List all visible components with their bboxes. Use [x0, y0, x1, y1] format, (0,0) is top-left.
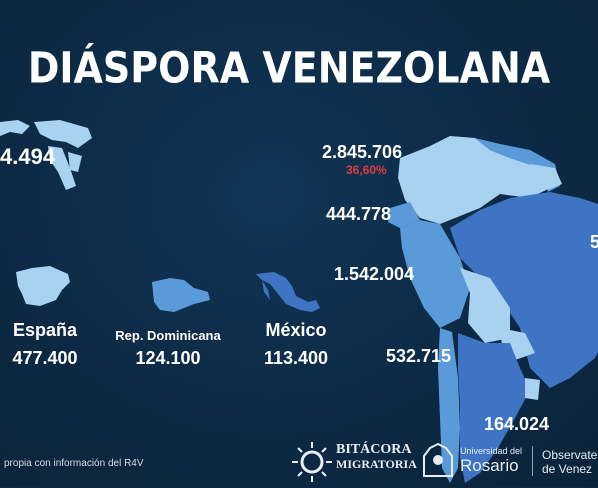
bitacora-logo-icon [292, 442, 332, 482]
country-value-mexico: 113.400 [263, 348, 329, 368]
world-map-icon [0, 120, 92, 190]
argentina-value: 164.024 [484, 414, 550, 434]
bitacora-logo-line2: MIGRATORIA [336, 457, 417, 471]
peru-value: 1.542.004 [334, 264, 415, 284]
south-america-map-icon [388, 136, 598, 483]
country-value-dominican-republic: 124.100 [135, 348, 201, 368]
dominican-republic-map-icon [152, 278, 210, 312]
country-name-dominican-republic: Rep. Dominicana [115, 328, 221, 343]
colombia-value: 2.845.706 [322, 142, 403, 162]
mexico-map-icon [256, 272, 320, 312]
country-name-spain: España [12, 320, 78, 340]
country-name-mexico: México [265, 320, 327, 340]
world-total-value: 4.494 [0, 144, 56, 169]
country-value-spain: 477.400 [12, 348, 78, 368]
logo-divider [532, 446, 533, 476]
ecuador-value: 444.778 [326, 204, 392, 224]
rosario-logo-line2: Rosario [460, 456, 519, 475]
chile-value: 532.715 [386, 346, 452, 366]
brazil-value: 5 [590, 232, 598, 252]
rosario-logo-line1: Universidad del [460, 446, 523, 456]
observatorio-logo-line2: de Venez [542, 462, 593, 476]
source-note: propia con información del R4V [4, 458, 144, 469]
colombia-share: 36,60% [346, 163, 387, 177]
universidad-rosario-logo-icon [423, 442, 453, 477]
bitacora-logo-line1: BITÁCORA [336, 442, 412, 457]
page-title: DIÁSPORA VENEZOLANA [27, 43, 551, 93]
observatorio-logo-line1: Observate [542, 448, 598, 462]
spain-map-icon [16, 266, 70, 306]
